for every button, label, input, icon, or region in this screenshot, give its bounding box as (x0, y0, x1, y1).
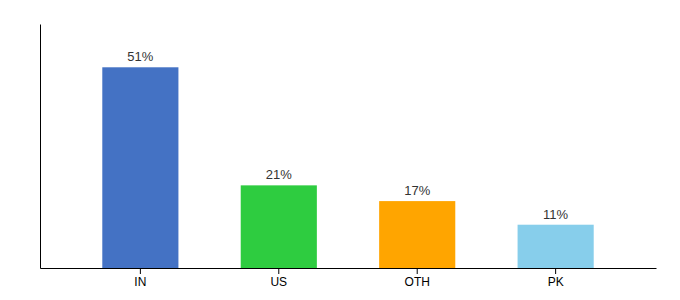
x-tick-label: IN (134, 275, 146, 289)
bars (102, 67, 593, 268)
bar (518, 225, 594, 268)
x-tick-label: OTH (405, 275, 430, 289)
data-labels: 51% 21% 17% 11% (127, 49, 568, 221)
x-tick-mark (140, 268, 141, 274)
chart-container: IN US OTH PK 51% 21% 17% 11% (0, 0, 680, 300)
bar (241, 185, 317, 268)
x-tick-label: US (270, 275, 287, 289)
y-axis (40, 25, 41, 269)
plot-area: IN US OTH PK 51% 21% 17% 11% (41, 25, 657, 289)
x-axis-line (41, 268, 657, 269)
x-tick-mark (417, 268, 418, 274)
x-tick: OTH (405, 268, 430, 289)
x-tick: PK (548, 268, 564, 289)
x-tick: US (270, 268, 287, 289)
x-tick-mark (278, 268, 279, 274)
y-axis-line (40, 25, 41, 269)
chart-svg: IN US OTH PK 51% 21% 17% 11% (0, 0, 680, 300)
data-label: 11% (543, 207, 568, 222)
x-tick: IN (134, 268, 146, 289)
x-axis: IN US OTH PK (41, 268, 657, 289)
bar (379, 201, 455, 268)
data-label: 17% (404, 183, 430, 198)
bar (102, 67, 178, 268)
data-label: 51% (127, 49, 153, 64)
data-label: 21% (266, 167, 292, 182)
x-tick-mark (555, 268, 556, 274)
x-tick-label: PK (548, 275, 564, 289)
